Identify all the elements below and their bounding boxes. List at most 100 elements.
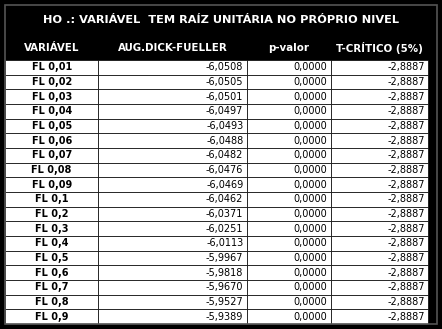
Bar bbox=[331, 163, 428, 177]
Bar bbox=[98, 75, 247, 89]
Bar bbox=[331, 118, 428, 133]
Text: -2,8887: -2,8887 bbox=[387, 150, 424, 160]
Text: 0,0000: 0,0000 bbox=[294, 282, 328, 292]
Text: FL 0,4: FL 0,4 bbox=[35, 238, 69, 248]
Bar bbox=[98, 118, 247, 133]
Bar bbox=[5, 5, 437, 35]
Bar bbox=[5, 309, 98, 324]
Text: -6,0371: -6,0371 bbox=[206, 209, 244, 219]
Text: -2,8887: -2,8887 bbox=[387, 312, 424, 322]
Text: FL 0,6: FL 0,6 bbox=[35, 268, 69, 278]
Bar bbox=[5, 295, 98, 309]
Bar bbox=[247, 295, 331, 309]
Text: 0,0000: 0,0000 bbox=[294, 165, 328, 175]
Text: 0,0000: 0,0000 bbox=[294, 77, 328, 87]
Text: 0,0000: 0,0000 bbox=[294, 136, 328, 146]
Bar bbox=[5, 75, 98, 89]
Text: VARIÁVEL: VARIÁVEL bbox=[24, 42, 80, 53]
Bar bbox=[5, 280, 98, 295]
Text: 0,0000: 0,0000 bbox=[294, 224, 328, 234]
Bar bbox=[98, 266, 247, 280]
Bar bbox=[247, 133, 331, 148]
Bar bbox=[5, 251, 98, 266]
Bar bbox=[98, 221, 247, 236]
Text: -2,8887: -2,8887 bbox=[387, 297, 424, 307]
Bar bbox=[5, 133, 98, 148]
Text: -2,8887: -2,8887 bbox=[387, 268, 424, 278]
Bar bbox=[247, 236, 331, 251]
Text: 0,0000: 0,0000 bbox=[294, 180, 328, 190]
Bar bbox=[98, 35, 247, 60]
Text: -2,8887: -2,8887 bbox=[387, 180, 424, 190]
Text: -5,9389: -5,9389 bbox=[206, 312, 244, 322]
Text: 0,0000: 0,0000 bbox=[294, 312, 328, 322]
Text: 0,0000: 0,0000 bbox=[294, 209, 328, 219]
Text: -6,0493: -6,0493 bbox=[206, 121, 244, 131]
Text: FL 0,5: FL 0,5 bbox=[35, 253, 69, 263]
Text: -6,0482: -6,0482 bbox=[206, 150, 244, 160]
Bar bbox=[331, 75, 428, 89]
Bar bbox=[98, 192, 247, 207]
Text: 0,0000: 0,0000 bbox=[294, 106, 328, 116]
Text: -2,8887: -2,8887 bbox=[387, 224, 424, 234]
Bar bbox=[331, 104, 428, 118]
Bar bbox=[247, 104, 331, 118]
Bar bbox=[98, 280, 247, 295]
Text: -6,0508: -6,0508 bbox=[206, 62, 244, 72]
Bar bbox=[247, 221, 331, 236]
Text: FL 0,04: FL 0,04 bbox=[31, 106, 72, 116]
Bar bbox=[331, 133, 428, 148]
Bar bbox=[5, 104, 98, 118]
Text: AUG.DICK-FUELLER: AUG.DICK-FUELLER bbox=[118, 42, 227, 53]
Text: 0,0000: 0,0000 bbox=[294, 253, 328, 263]
Text: -2,8887: -2,8887 bbox=[387, 209, 424, 219]
Text: -6,0462: -6,0462 bbox=[206, 194, 244, 204]
Bar bbox=[247, 177, 331, 192]
Text: -6,0251: -6,0251 bbox=[206, 224, 244, 234]
Bar bbox=[5, 89, 98, 104]
Text: -2,8887: -2,8887 bbox=[387, 194, 424, 204]
Bar bbox=[5, 118, 98, 133]
Bar bbox=[98, 104, 247, 118]
Bar bbox=[331, 207, 428, 221]
Bar bbox=[331, 177, 428, 192]
Bar bbox=[98, 89, 247, 104]
Text: FL 0,9: FL 0,9 bbox=[35, 312, 69, 322]
Bar bbox=[98, 60, 247, 75]
Text: FL 0,05: FL 0,05 bbox=[31, 121, 72, 131]
Text: FL 0,08: FL 0,08 bbox=[31, 165, 72, 175]
Bar bbox=[331, 266, 428, 280]
Bar bbox=[247, 280, 331, 295]
Text: -2,8887: -2,8887 bbox=[387, 106, 424, 116]
Text: -6,0113: -6,0113 bbox=[206, 238, 244, 248]
Bar bbox=[247, 266, 331, 280]
Bar bbox=[98, 309, 247, 324]
Text: 0,0000: 0,0000 bbox=[294, 297, 328, 307]
Text: -5,9527: -5,9527 bbox=[206, 297, 244, 307]
Text: FL 0,2: FL 0,2 bbox=[35, 209, 69, 219]
Text: -2,8887: -2,8887 bbox=[387, 77, 424, 87]
Text: 0,0000: 0,0000 bbox=[294, 194, 328, 204]
Text: -6,0469: -6,0469 bbox=[206, 180, 244, 190]
Bar bbox=[5, 192, 98, 207]
Text: -6,0505: -6,0505 bbox=[206, 77, 244, 87]
Bar bbox=[247, 148, 331, 163]
Text: -6,0501: -6,0501 bbox=[206, 91, 244, 102]
Text: T-CRÍTICO (5%): T-CRÍTICO (5%) bbox=[336, 41, 423, 54]
Bar bbox=[331, 148, 428, 163]
Text: -6,0488: -6,0488 bbox=[206, 136, 244, 146]
Text: 0,0000: 0,0000 bbox=[294, 268, 328, 278]
Bar bbox=[247, 192, 331, 207]
Bar bbox=[98, 177, 247, 192]
Bar bbox=[331, 236, 428, 251]
Text: -6,0497: -6,0497 bbox=[206, 106, 244, 116]
Text: -2,8887: -2,8887 bbox=[387, 165, 424, 175]
Bar bbox=[331, 221, 428, 236]
Text: -2,8887: -2,8887 bbox=[387, 121, 424, 131]
Text: 0,0000: 0,0000 bbox=[294, 62, 328, 72]
Bar bbox=[331, 89, 428, 104]
Text: -2,8887: -2,8887 bbox=[387, 91, 424, 102]
Bar bbox=[98, 236, 247, 251]
Text: FL 0,3: FL 0,3 bbox=[35, 224, 69, 234]
Bar bbox=[247, 118, 331, 133]
